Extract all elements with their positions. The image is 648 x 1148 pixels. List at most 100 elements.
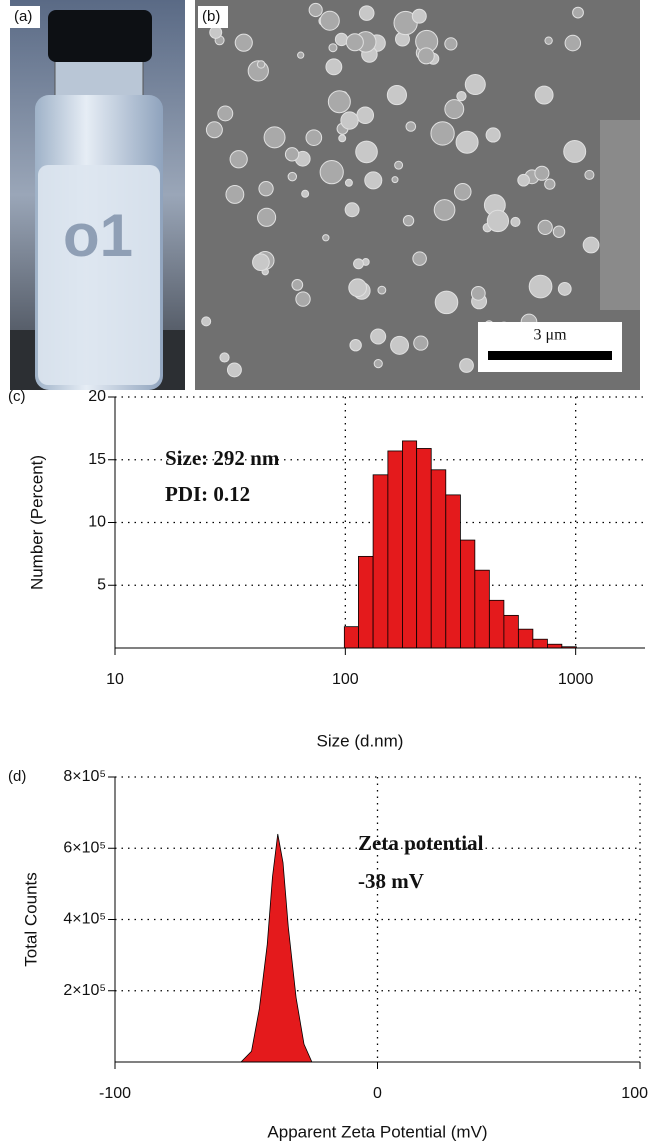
bar [358,555,374,649]
scale-bar-label: 3 μm [533,327,567,344]
particle [528,274,553,299]
bar [343,626,359,649]
bar [547,643,563,649]
particle [325,58,343,76]
particle [377,285,387,295]
particle [412,251,427,266]
bar [532,638,548,649]
particle [291,279,304,291]
particle [217,105,234,122]
particle [402,214,415,227]
particle [356,106,375,125]
particle [584,169,595,180]
particle [305,129,323,146]
particle [486,209,510,233]
x-tick-label: 10 [106,671,124,688]
y-tick-label: 4×10⁵ [63,911,106,928]
particle [405,121,417,132]
particle [252,253,270,272]
y-tick-label: 8×10⁵ [63,768,106,785]
particle [370,328,387,345]
panel-label: (b) [202,8,220,25]
particle [564,34,582,52]
particle [225,185,245,204]
particle [459,358,474,373]
particle [344,202,360,218]
bar [460,539,476,649]
particle [358,5,375,21]
bar [517,628,534,649]
x-axis-title: Size (d.nm) [317,731,404,750]
bar [416,448,432,649]
particle [517,173,530,187]
x-tick-label: 0 [373,1085,382,1102]
particle [433,199,456,221]
particle [430,121,455,146]
particle [582,236,600,254]
particle [322,234,330,242]
y-axis-title: Number (Percent) [27,455,46,590]
particle [534,85,554,105]
annotation: Zeta potential [358,831,484,855]
particle [373,359,383,369]
particle [257,207,277,227]
particle [552,225,566,238]
panel-label: (d) [8,768,26,785]
bar [445,494,461,649]
particle [209,25,223,39]
particle [572,6,584,19]
panel-label-box [198,6,228,28]
particle [301,189,310,198]
scale-bar [488,351,612,360]
particle [456,90,467,102]
y-tick-label: 2×10⁵ [63,982,106,999]
bar [387,450,403,649]
particle [411,8,427,24]
particle [263,126,286,149]
particle [537,219,553,235]
scale-bar-box [478,322,622,372]
annotation: Size: 292 nm [165,446,280,470]
x-tick-label: 1000 [558,671,594,688]
particle [258,180,274,197]
particle [297,51,305,59]
particle [453,183,472,201]
y-tick-label: 15 [88,451,106,468]
particle [534,165,550,181]
x-tick-label: 100 [332,671,359,688]
bar [402,440,418,649]
particle [355,140,378,164]
photo-vial: o1 [10,0,185,390]
x-axis-title: Apparent Zeta Potential (mV) [267,1122,487,1141]
area [240,833,313,1063]
particle [386,84,408,106]
x-tick-label: 100 [621,1085,648,1102]
particle [364,171,383,190]
panel-label-box [10,6,40,28]
annotation: PDI: 0.12 [165,482,250,506]
particle [234,33,253,52]
particle [464,74,486,96]
y-tick-label: 6×10⁵ [63,839,106,856]
y-tick-label: 20 [88,388,106,405]
particle [229,150,248,169]
particle [256,60,266,69]
particle [287,171,298,182]
bar [430,469,447,649]
particle [205,121,223,139]
particle [295,291,311,307]
particle [334,32,349,47]
particle [563,139,587,163]
particle [348,278,368,298]
particle [485,127,501,143]
particle [394,160,404,170]
particle [434,290,459,315]
particle [470,285,486,301]
particle [319,10,340,31]
particle [219,352,230,363]
svg-text:o1: o1 [63,202,133,269]
particle [353,258,364,270]
particle [417,47,435,65]
particle [344,178,353,187]
